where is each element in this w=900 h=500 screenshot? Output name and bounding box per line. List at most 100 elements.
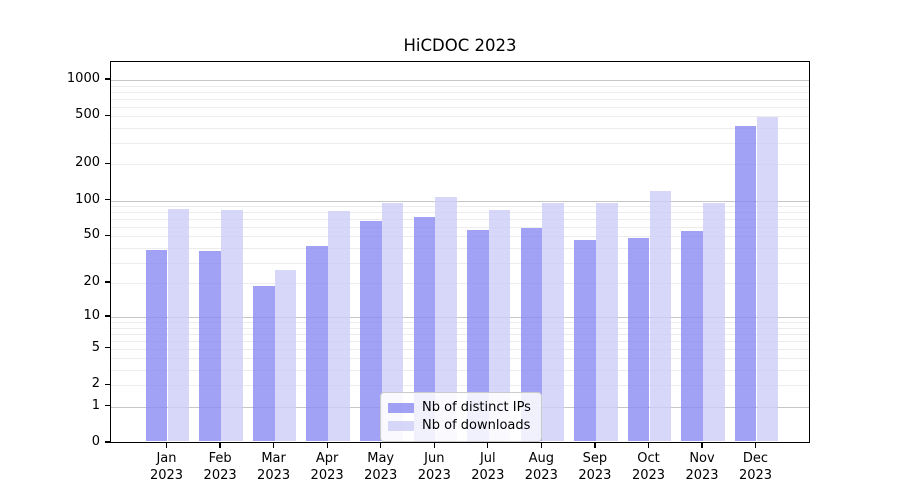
grid-line-minor-400 — [111, 128, 809, 129]
x-tick-label-feb: Feb 2023 — [203, 451, 237, 483]
grid-line-minor-80 — [111, 212, 809, 214]
x-tick-label-aug: Aug 2023 — [524, 451, 558, 483]
grid-line-minor-700 — [111, 98, 809, 100]
y-tick-mark-10 — [105, 315, 110, 317]
grid-line-minor-50 — [111, 236, 809, 238]
x-tick-mark-may — [380, 443, 382, 448]
x-tick-label-may: May 2023 — [364, 451, 398, 483]
bar-distinct-ips-mar — [252, 286, 275, 441]
x-tick-label-jan: Jan 2023 — [149, 451, 184, 483]
grid-line-minor-800 — [111, 91, 809, 93]
bar-distinct-ips-feb — [199, 251, 221, 441]
grid-line-minor-8 — [111, 327, 809, 329]
x-tick-label-dec: Dec 2023 — [738, 451, 773, 483]
x-tick-label-mar: Mar 2023 — [257, 451, 291, 483]
y-tick-label-10: 10 — [83, 308, 100, 323]
chart-title: HiCDOC 2023 — [403, 36, 517, 55]
bar-downloads-jan — [167, 208, 190, 441]
y-tick-mark-500 — [105, 114, 110, 116]
bar-downloads-sep — [595, 203, 618, 441]
x-tick-mark-nov — [701, 443, 703, 448]
grid-line-minor-600 — [111, 106, 809, 108]
x-tick-label-apr: Apr 2023 — [310, 451, 344, 483]
y-tick-mark-5 — [105, 347, 110, 349]
grid-line-minor-900 — [111, 85, 809, 87]
grid-line-minor-90 — [111, 206, 809, 207]
grid-line-major-10 — [111, 317, 809, 318]
grid-line-minor-5 — [111, 348, 809, 350]
legend-item-downloads: Nb of downloads — [388, 417, 534, 434]
bar-downloads-oct — [649, 190, 672, 441]
legend-swatch-distinct-ips — [388, 402, 414, 413]
x-tick-mark-sep — [594, 443, 596, 448]
bar-downloads-jul — [488, 210, 511, 441]
legend: Nb of distinct IPs Nb of downloads — [380, 392, 542, 442]
y-tick-mark-20 — [105, 281, 110, 283]
legend-item-distinct-ips: Nb of distinct IPs — [388, 399, 534, 416]
grid-line-major-1000 — [111, 79, 809, 81]
x-tick-mark-jul — [487, 443, 489, 448]
x-tick-mark-dec — [754, 443, 757, 448]
bar-downloads-apr — [328, 211, 350, 441]
x-tick-mark-oct — [647, 443, 650, 448]
y-tick-label-500: 500 — [75, 107, 100, 123]
bar-distinct-ips-sep — [574, 239, 596, 441]
grid-line-minor-3 — [111, 370, 809, 372]
grid-line-minor-30 — [111, 262, 809, 264]
grid-line-minor-20 — [111, 283, 809, 284]
grid-line-minor-70 — [111, 219, 809, 220]
y-tick-label-0: 0 — [91, 434, 100, 449]
grid-line-major-100 — [111, 200, 809, 202]
y-tick-label-5: 5 — [91, 339, 100, 355]
bar-distinct-ips-jul — [467, 229, 489, 441]
grid-line-minor-4 — [111, 358, 809, 360]
x-tick-mark-aug — [540, 443, 542, 448]
grid-line-minor-6 — [111, 340, 809, 342]
x-tick-label-nov: Nov 2023 — [685, 451, 719, 483]
bar-downloads-mar — [274, 269, 297, 441]
bar-distinct-ips-jan — [145, 249, 168, 441]
bar-distinct-ips-dec — [734, 126, 757, 441]
y-tick-mark-0 — [105, 441, 110, 443]
legend-label-distinct-ips: Nb of distinct IPs — [422, 400, 531, 415]
y-tick-label-2: 2 — [91, 376, 100, 392]
x-tick-mark-jun — [433, 443, 435, 448]
y-tick-mark-100 — [105, 198, 110, 201]
legend-swatch-downloads — [388, 420, 414, 431]
x-tick-mark-apr — [326, 443, 328, 448]
grid-line-minor-500 — [111, 116, 809, 118]
bar-downloads-feb — [221, 210, 243, 441]
grid-line-minor-200 — [111, 164, 809, 166]
bar-downloads-may — [381, 202, 404, 441]
y-tick-label-1: 1 — [91, 397, 100, 413]
bar-downloads-dec — [756, 117, 779, 441]
bar-distinct-ips-apr — [306, 245, 329, 441]
grid-line-minor-300 — [111, 143, 809, 145]
grid-line-minor-60 — [111, 227, 809, 228]
x-tick-mark-mar — [273, 443, 275, 448]
x-tick-mark-jan — [165, 443, 168, 448]
x-tick-label-sep: Sep 2023 — [578, 451, 612, 483]
y-tick-mark-1 — [105, 404, 110, 407]
grid-line-minor-2 — [111, 385, 809, 387]
x-tick-label-jul: Jul 2023 — [471, 451, 505, 483]
y-tick-label-50: 50 — [83, 227, 100, 243]
x-tick-label-jun: Jun 2023 — [417, 451, 451, 483]
y-tick-label-20: 20 — [83, 274, 100, 289]
bar-distinct-ips-may — [360, 220, 382, 441]
plot-area — [110, 61, 810, 443]
bar-downloads-nov — [703, 202, 725, 441]
grid-line-minor-40 — [111, 247, 809, 249]
y-tick-label-1000: 1000 — [66, 70, 100, 86]
y-tick-mark-50 — [105, 234, 110, 236]
grid-line-minor-7 — [111, 333, 809, 335]
bar-distinct-ips-aug — [520, 227, 543, 441]
y-tick-label-200: 200 — [75, 155, 100, 171]
bar-distinct-ips-nov — [681, 231, 703, 441]
y-tick-label-100: 100 — [75, 191, 100, 207]
bar-distinct-ips-oct — [627, 237, 650, 441]
bar-distinct-ips-jun — [413, 217, 436, 441]
bar-downloads-aug — [542, 202, 564, 441]
y-tick-mark-2 — [105, 383, 110, 385]
